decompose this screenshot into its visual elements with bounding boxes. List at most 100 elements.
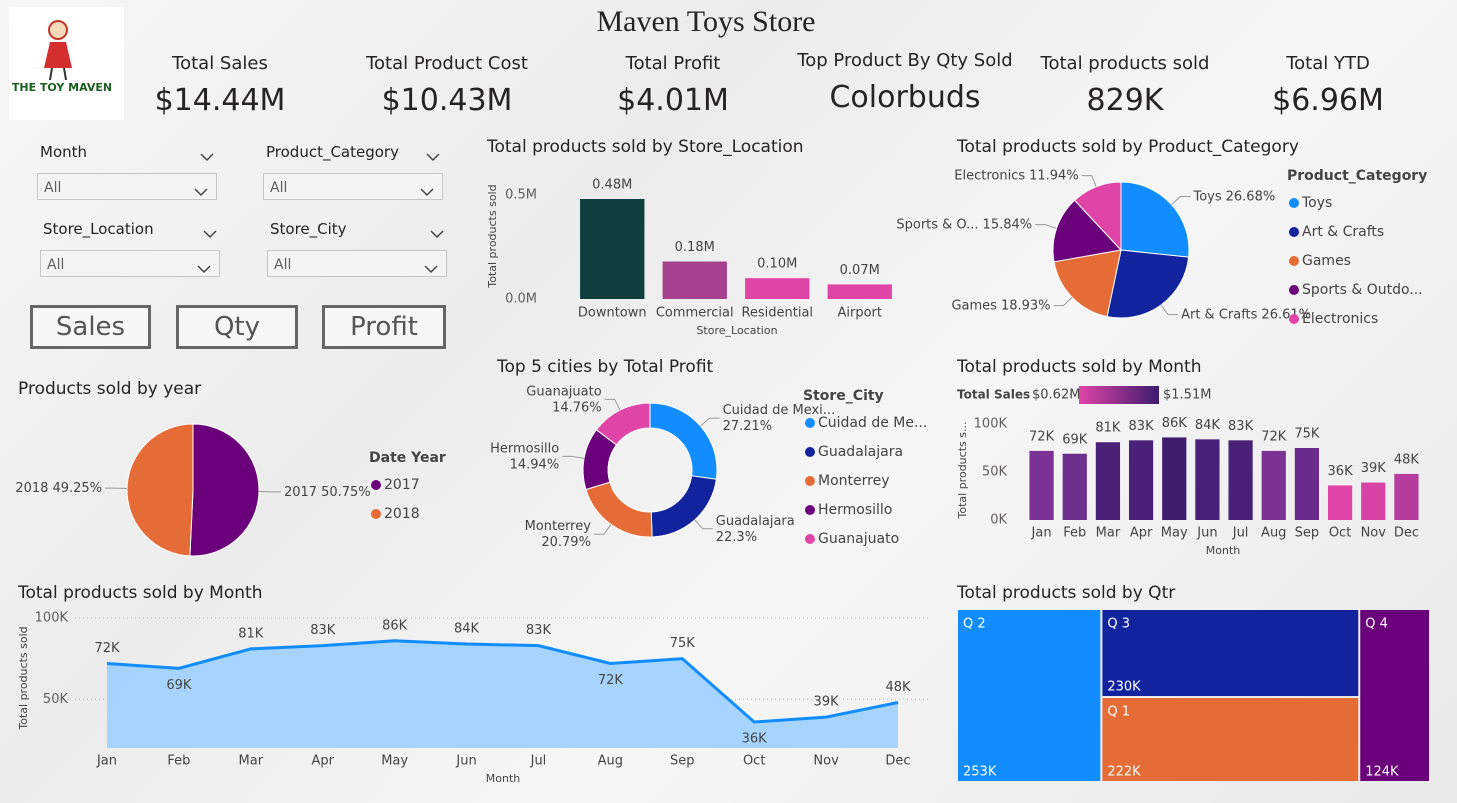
data-label: Sports & O... 15.84%	[896, 217, 1032, 232]
data-label: 69K	[1062, 432, 1088, 447]
x-tick-label: Oct	[743, 754, 765, 769]
y-tick-label: 50K	[43, 692, 69, 707]
slicer-label: Store_City	[270, 220, 347, 238]
x-tick-label: Oct	[1329, 526, 1351, 541]
chevron-line	[430, 230, 444, 239]
data-label-name: 2017	[284, 484, 317, 499]
legend-label: Games	[1302, 253, 1351, 269]
legend-label: Guanajuato	[818, 531, 899, 547]
data-label-name: Art & Crafts	[1181, 307, 1258, 322]
x-tick-label: Dec	[1394, 526, 1419, 541]
leader-line	[1035, 224, 1057, 229]
x-tick-label: Nov	[1361, 526, 1387, 541]
x-tick-label: Nov	[813, 754, 839, 769]
chart-title: Total products sold by Month	[956, 357, 1201, 377]
donut-slice	[585, 481, 653, 538]
bar	[1361, 482, 1386, 520]
leader-line	[1081, 175, 1097, 187]
y-tick-label: 0.0M	[505, 292, 537, 307]
logo-dress	[44, 42, 72, 68]
chevron-line	[203, 230, 217, 239]
toggle-button[interactable]: Qty	[176, 305, 298, 349]
x-tick-label: Aug	[598, 754, 623, 769]
legend-title: Date Year	[369, 450, 446, 466]
data-label-name: Games	[951, 298, 997, 313]
data-label: 36K	[742, 732, 768, 747]
data-label-name: Guadalajara	[716, 513, 795, 528]
color-scale-bar	[1079, 386, 1159, 404]
x-tick-label: Jul	[1232, 526, 1249, 541]
data-label: 2017 50.75%	[284, 484, 371, 499]
legend-marker	[1289, 256, 1299, 266]
x-tick-label: Commercial	[656, 306, 734, 321]
legend-marker	[805, 476, 815, 486]
slicer-dropdown[interactable]: All	[37, 173, 217, 200]
slicer-dropdown[interactable]: All	[40, 250, 220, 277]
data-label: 0.48M	[592, 178, 632, 193]
y-tick-label: 0K	[990, 513, 1007, 528]
data-label-value: 22.3%	[716, 529, 757, 544]
legend-marker	[1289, 314, 1299, 324]
bar	[1228, 440, 1253, 520]
bar	[827, 284, 892, 299]
treemap-tile	[1102, 698, 1359, 781]
chevron-glyph	[424, 265, 438, 274]
color-scale-title: Total Sales	[957, 388, 1030, 402]
x-tick-label: Sep	[1295, 526, 1320, 541]
data-label-value: 11.94%	[1029, 168, 1079, 183]
kpi-value: $14.44M	[154, 83, 286, 118]
bar	[580, 199, 645, 299]
bar	[1128, 440, 1154, 520]
legend-marker	[371, 480, 381, 490]
data-label: 75K	[1294, 427, 1320, 442]
chevron-line	[200, 153, 214, 162]
bar	[1294, 448, 1320, 520]
chevron-icon	[197, 259, 211, 274]
slicer-dropdown[interactable]: All	[267, 250, 447, 277]
logo-head	[48, 20, 68, 40]
bar	[745, 278, 810, 299]
chevron-icon	[426, 147, 440, 162]
bar	[1327, 485, 1353, 520]
data-label-name: 2018	[15, 481, 48, 496]
data-label: 83K	[1228, 419, 1254, 434]
toggle-button[interactable]: Profit	[322, 305, 446, 349]
data-label-value: 26.68%	[1226, 189, 1276, 204]
data-label: 86K	[1162, 416, 1188, 431]
y-tick-label: 50K	[982, 465, 1008, 480]
bar	[1029, 450, 1054, 520]
axis-title: Total products s...	[956, 422, 969, 520]
data-label-value: 50.75%	[321, 484, 371, 499]
x-tick-label: Aug	[1261, 526, 1286, 541]
data-label: 72K	[598, 673, 624, 688]
leader-line	[562, 455, 585, 459]
data-label: 72K	[1029, 429, 1055, 444]
data-label-name: Guanajuato	[526, 384, 601, 399]
legend-label: Guadalajara	[818, 444, 903, 460]
data-label-value: 15.84%	[983, 217, 1033, 232]
legend-label: Sports & Outdo...	[1302, 282, 1423, 298]
chevron-glyph	[420, 188, 434, 197]
bar	[1394, 473, 1419, 520]
data-label: 0.07M	[840, 263, 880, 278]
data-label: 39K	[814, 695, 840, 710]
x-tick-label: Jan	[96, 754, 117, 769]
data-label: 72K	[94, 641, 120, 656]
bar	[1162, 437, 1187, 520]
treemap-tile	[1360, 610, 1429, 781]
logo-text: THE TOY MAVEN	[12, 81, 112, 94]
legend-label: Art & Crafts	[1302, 224, 1384, 240]
legend-marker	[371, 509, 381, 519]
pie-slice	[126, 423, 194, 557]
data-label-value: 18.93%	[1001, 298, 1051, 313]
leader-line	[604, 398, 621, 411]
slicer-label: Month	[40, 143, 88, 161]
x-tick-label: Sep	[670, 754, 695, 769]
slicer-dropdown[interactable]: All	[263, 173, 443, 200]
chart-title: Top 5 cities by Total Profit	[496, 357, 714, 377]
chart-title: Total products sold by Store_Location	[486, 137, 804, 157]
tile-value: 222K	[1107, 765, 1141, 780]
toggle-button[interactable]: Sales	[30, 305, 151, 349]
chevron-line	[194, 188, 208, 197]
chevron-glyph	[203, 230, 217, 239]
